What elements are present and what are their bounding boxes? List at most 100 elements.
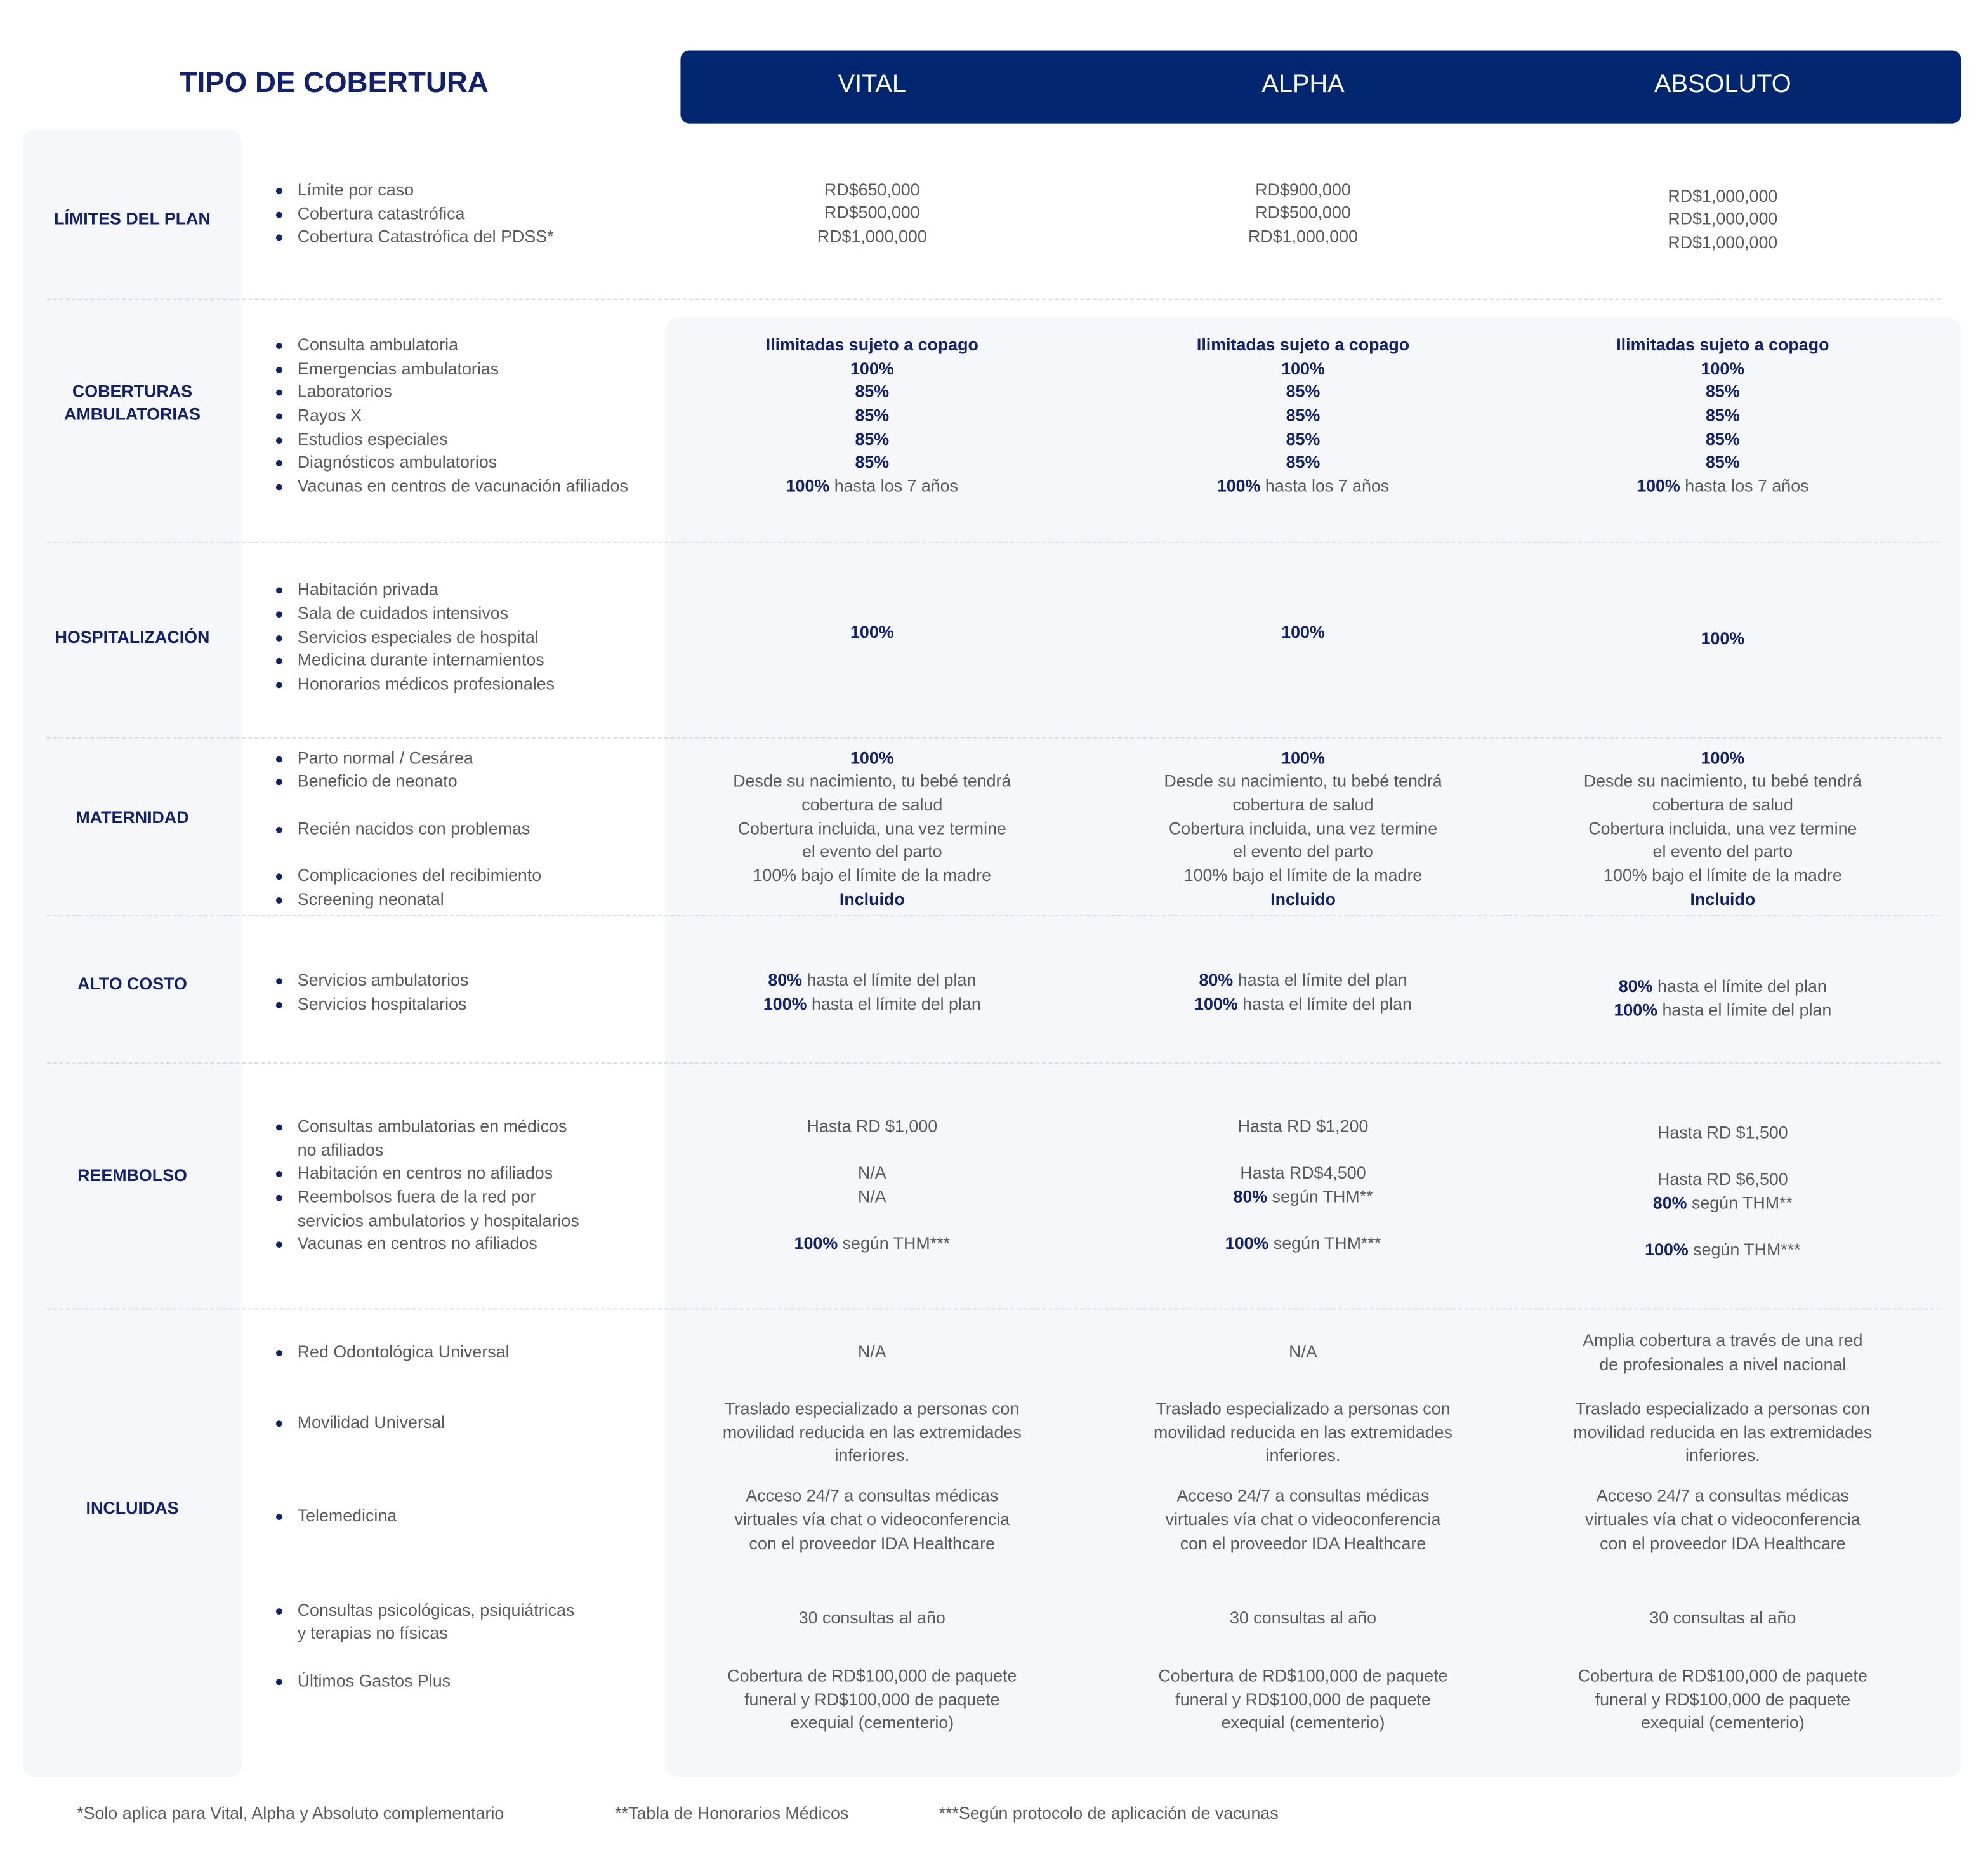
row-divider [46, 1308, 1941, 1310]
value-absoluto: 100% hasta el límite del plan [1521, 998, 1925, 1024]
value-highlight: 80% [1652, 1193, 1687, 1213]
value-vital: 85% [671, 450, 1074, 475]
value-vital: 85% [671, 380, 1074, 405]
value-highlight: 85% [855, 452, 890, 472]
value-absoluto: Ilimitadas sujeto a copago [1521, 333, 1925, 358]
coverage-item: Consultas psicológicas, psiquiátricas [297, 1601, 575, 1620]
section-label: COBERTURAS [72, 381, 193, 401]
value-alpha: con el proveedor IDA Healthcare [1180, 1533, 1426, 1553]
value-absoluto: con el proveedor IDA Healthcare [1600, 1533, 1846, 1553]
value-vital: el evento del parto [801, 842, 942, 861]
bullet-icon [275, 1124, 282, 1131]
value-absoluto: RD$1,000,000 [1668, 233, 1778, 253]
bullet-icon [275, 234, 282, 241]
value-alpha: Desde su nacimiento, tu bebé tendrá [1164, 771, 1442, 791]
value-alpha: 100% bajo el límite de la madre [1183, 866, 1423, 885]
section-label: AMBULATORIAS [64, 404, 201, 424]
value-vital: Traslado especializado a personas con [725, 1399, 1020, 1418]
value-absoluto: cobertura de salud [1652, 795, 1793, 814]
coverage-item: Cobertura catastrófica [297, 204, 465, 223]
coverage-item: Vacunas en centros de vacunación afiliad… [297, 476, 628, 496]
coverage-item: Screening neonatal [297, 890, 444, 909]
coverage-item: Reembolsos fuera de la red por [297, 1187, 536, 1206]
value-absoluto: Desde su nacimiento, tu bebé tendrá [1583, 771, 1862, 791]
value-highlight: 80% [1618, 977, 1653, 996]
value-note: según THM** [1691, 1193, 1793, 1213]
value-vital: 100% hasta los 7 años [671, 474, 1074, 499]
value-highlight: 85% [1286, 452, 1321, 472]
value-vital: 80% hasta el límite del plan [671, 968, 1074, 993]
value-absoluto: movilidad reducida en las extremidades [1573, 1423, 1873, 1442]
value-highlight: 80% [768, 970, 803, 990]
category-panel [22, 129, 242, 1778]
plan-header-bar [680, 50, 1961, 124]
value-highlight: 85% [855, 430, 890, 449]
bullet-icon [275, 459, 282, 466]
value-absoluto: exequial (cementerio) [1640, 1712, 1805, 1732]
value-absoluto: 100% [1521, 357, 1925, 382]
value-absoluto: RD$1,000,000 [1668, 186, 1778, 206]
section-label: HOSPITALIZACIÓN [55, 628, 210, 647]
coverage-item: Honorarios médicos profesionales [297, 674, 555, 694]
value-absoluto: Incluido [1521, 887, 1925, 913]
value-highlight: 85% [1706, 381, 1740, 401]
value-highlight: 100% [1281, 623, 1325, 642]
value-alpha: 30 consultas al año [1229, 1608, 1377, 1627]
section-label: ALTO COSTO [77, 974, 187, 993]
coverage-item: Beneficio de neonato [297, 771, 458, 791]
section-label: MATERNIDAD [76, 808, 189, 827]
value-vital: movilidad reducida en las extremidades [722, 1423, 1022, 1442]
values-panel [665, 317, 1961, 1778]
value-alpha: Acceso 24/7 a consultas médicas [1176, 1486, 1430, 1505]
value-absoluto: 100% hasta los 7 años [1521, 474, 1925, 499]
bullet-icon [275, 1420, 282, 1427]
value-highlight: 85% [1286, 406, 1321, 425]
value-highlight: 85% [855, 381, 890, 401]
value-alpha: el evento del parto [1233, 842, 1373, 861]
bullet-icon [275, 657, 282, 664]
bullet-icon [275, 437, 282, 444]
coverage-item: Cobertura Catastrófica del PDSS* [297, 227, 554, 246]
value-vital: N/A [857, 1187, 886, 1206]
value-highlight: 100% [763, 994, 807, 1014]
coverage-item: Red Odontológica Universal [297, 1342, 510, 1361]
value-absoluto: Hasta RD $6,500 [1657, 1170, 1788, 1189]
value-highlight: 100% [1701, 629, 1745, 648]
value-note: hasta los 7 años [1685, 476, 1809, 496]
row-divider [46, 541, 1941, 543]
coverage-item: Estudios especiales [297, 430, 448, 449]
value-highlight: 85% [1286, 430, 1321, 449]
value-alpha: RD$1,000,000 [1248, 227, 1358, 246]
footnote-pdss: *Solo aplica para Vital, Alpha y Absolut… [77, 1803, 504, 1823]
coverage-item: Telemedicina [297, 1506, 397, 1526]
value-alpha: Incluido [1102, 887, 1505, 913]
coverage-item: y terapias no físicas [297, 1623, 448, 1642]
value-vital: Ilimitadas sujeto a copago [671, 333, 1074, 358]
value-alpha: Cobertura incluida, una vez termine [1168, 819, 1438, 838]
value-alpha: Traslado especializado a personas con [1156, 1399, 1451, 1418]
coverage-item: Medicina durante internamientos [297, 650, 544, 670]
value-highlight: 100% [850, 748, 894, 768]
section-label: REEMBOLSO [77, 1166, 187, 1185]
value-vital: 85% [671, 427, 1074, 452]
footnote-vacunas: ***Según protocolo de aplicación de vacu… [939, 1803, 1279, 1823]
bullet-icon [275, 635, 282, 642]
value-absoluto: RD$1,000,000 [1668, 209, 1778, 228]
coverage-item: Servicios hospitalarios [297, 994, 467, 1014]
value-highlight: 85% [1286, 381, 1321, 401]
bullet-icon [275, 826, 282, 833]
value-note: hasta el límite del plan [807, 970, 977, 990]
bullet-icon [275, 343, 282, 350]
value-vital: Cobertura de RD$100,000 de paquete [727, 1666, 1017, 1686]
value-highlight: Ilimitadas sujeto a copago [1616, 335, 1829, 355]
plan-header-absoluto: ABSOLUTO [1654, 70, 1791, 98]
value-vital: 100% según THM*** [671, 1231, 1074, 1257]
value-alpha: virtuales vía chat o videoconferencia [1165, 1510, 1441, 1529]
value-note: según THM** [1272, 1187, 1373, 1206]
value-highlight: Ilimitadas sujeto a copago [1196, 335, 1410, 355]
value-vital: N/A [857, 1342, 886, 1361]
bullet-icon [275, 682, 282, 689]
value-vital: RD$500,000 [824, 202, 920, 222]
value-vital: Desde su nacimiento, tu bebé tendrá [733, 771, 1011, 791]
coverage-item: Movilidad Universal [297, 1413, 445, 1432]
